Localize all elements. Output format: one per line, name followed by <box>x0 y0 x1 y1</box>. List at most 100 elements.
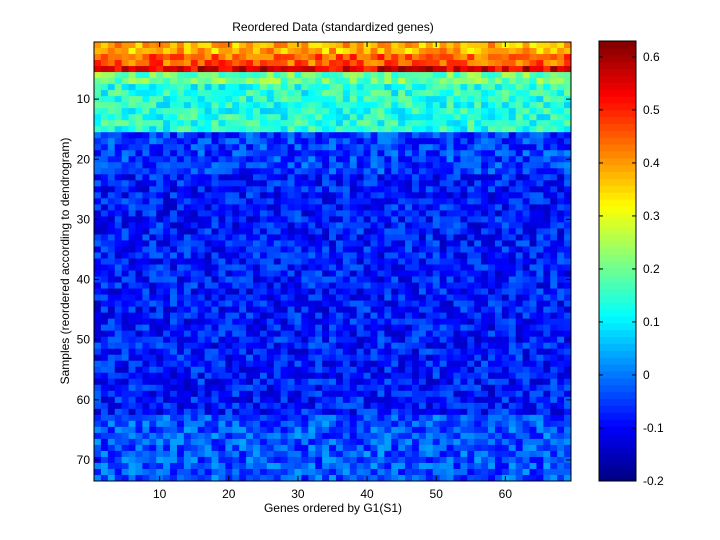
heatmap-cell <box>315 444 323 452</box>
heatmap-cell <box>564 120 572 127</box>
heatmap-cell <box>301 450 309 458</box>
heatmap-cell <box>418 72 427 79</box>
heatmap-cell <box>142 180 150 187</box>
heatmap-cell <box>142 144 150 151</box>
heatmap-cell <box>342 162 351 169</box>
heatmap-cell <box>453 234 461 241</box>
heatmap-cell <box>232 378 240 386</box>
heatmap-cell <box>183 336 192 344</box>
heatmap-cell <box>301 282 309 289</box>
heatmap-cell <box>425 246 434 253</box>
heatmap-cell <box>529 186 537 193</box>
heatmap-cell <box>508 144 517 151</box>
heatmap-cell <box>377 414 385 422</box>
heatmap-cell <box>121 318 129 326</box>
heatmap-cell <box>543 168 551 175</box>
heatmap-cell <box>218 126 226 133</box>
heatmap-cell <box>432 138 441 145</box>
heatmap-cell <box>190 420 199 428</box>
heatmap-cell <box>301 366 309 374</box>
heatmap-cell <box>363 456 371 464</box>
heatmap-cell <box>384 42 392 49</box>
heatmap-cell <box>135 450 143 458</box>
heatmap-cell <box>460 204 468 211</box>
heatmap-cell <box>156 96 164 103</box>
heatmap-cell <box>501 444 510 452</box>
heatmap-cell <box>425 324 434 332</box>
heatmap-cell <box>501 228 510 235</box>
heatmap-cell <box>446 222 454 229</box>
heatmap-cell <box>439 186 447 193</box>
heatmap-cell <box>384 168 392 175</box>
heatmap-cell <box>204 468 212 476</box>
heatmap-cell <box>218 210 226 217</box>
heatmap-cell <box>287 60 295 67</box>
heatmap-cell <box>170 366 178 374</box>
heatmap-cell <box>363 360 371 368</box>
heatmap-cell <box>163 408 171 416</box>
heatmap-cell <box>363 54 371 61</box>
heatmap-cell <box>149 312 157 320</box>
heatmap-cell <box>467 222 475 229</box>
heatmap-cell <box>135 306 143 314</box>
heatmap-cell <box>536 360 544 368</box>
heatmap-cell <box>239 198 247 205</box>
heatmap-cell <box>425 204 434 211</box>
heatmap-cell <box>135 288 143 295</box>
heatmap-cell <box>163 444 171 452</box>
heatmap-cell <box>183 312 192 320</box>
heatmap-cell <box>266 258 275 265</box>
heatmap-cell <box>225 192 233 199</box>
heatmap-cell <box>149 264 157 271</box>
heatmap-cell <box>232 96 240 103</box>
heatmap-cell <box>529 66 537 73</box>
heatmap-cell <box>405 276 413 283</box>
heatmap-cell <box>107 438 116 446</box>
heatmap-cell <box>308 108 316 115</box>
heatmap-cell <box>142 384 150 392</box>
heatmap-cell <box>156 438 164 446</box>
heatmap-cell <box>418 120 427 127</box>
heatmap-cell <box>170 168 178 175</box>
heatmap-cell <box>294 354 302 362</box>
heatmap-cell <box>253 354 261 362</box>
heatmap-cell <box>149 234 157 241</box>
heatmap-cell <box>273 288 282 295</box>
heatmap-cell <box>501 114 510 121</box>
heatmap-cell <box>107 408 116 416</box>
heatmap-cell <box>149 66 157 73</box>
heatmap-cell <box>439 366 447 374</box>
heatmap-cell <box>211 420 219 428</box>
heatmap-cell <box>557 432 565 440</box>
heatmap-cell <box>412 324 420 332</box>
heatmap-cell <box>391 216 399 223</box>
heatmap-cell <box>94 468 102 476</box>
heatmap-cell <box>121 210 129 217</box>
heatmap-cell <box>460 444 468 452</box>
heatmap-cell <box>287 108 295 115</box>
heatmap-cell <box>107 102 116 109</box>
heatmap-cell <box>425 366 434 374</box>
heatmap-cell <box>363 66 371 73</box>
heatmap-cell <box>94 438 102 446</box>
heatmap-cell <box>107 468 116 476</box>
heatmap-cell <box>529 390 537 398</box>
heatmap-cell <box>211 282 219 289</box>
heatmap-cell <box>543 384 551 392</box>
heatmap-cell <box>439 60 447 67</box>
heatmap-cell <box>266 456 275 464</box>
heatmap-cell <box>197 144 206 151</box>
heatmap-cell <box>273 102 282 109</box>
heatmap-cell <box>239 300 247 307</box>
heatmap-cell <box>398 450 406 458</box>
heatmap-cell <box>218 450 226 458</box>
heatmap-cell <box>142 96 150 103</box>
heatmap-cell <box>176 270 185 277</box>
heatmap-cell <box>176 468 185 476</box>
heatmap-cell <box>225 432 233 440</box>
heatmap-cell <box>501 390 510 398</box>
heatmap-cell <box>349 114 358 121</box>
heatmap-cell <box>557 96 565 103</box>
heatmap-cell <box>266 180 275 187</box>
